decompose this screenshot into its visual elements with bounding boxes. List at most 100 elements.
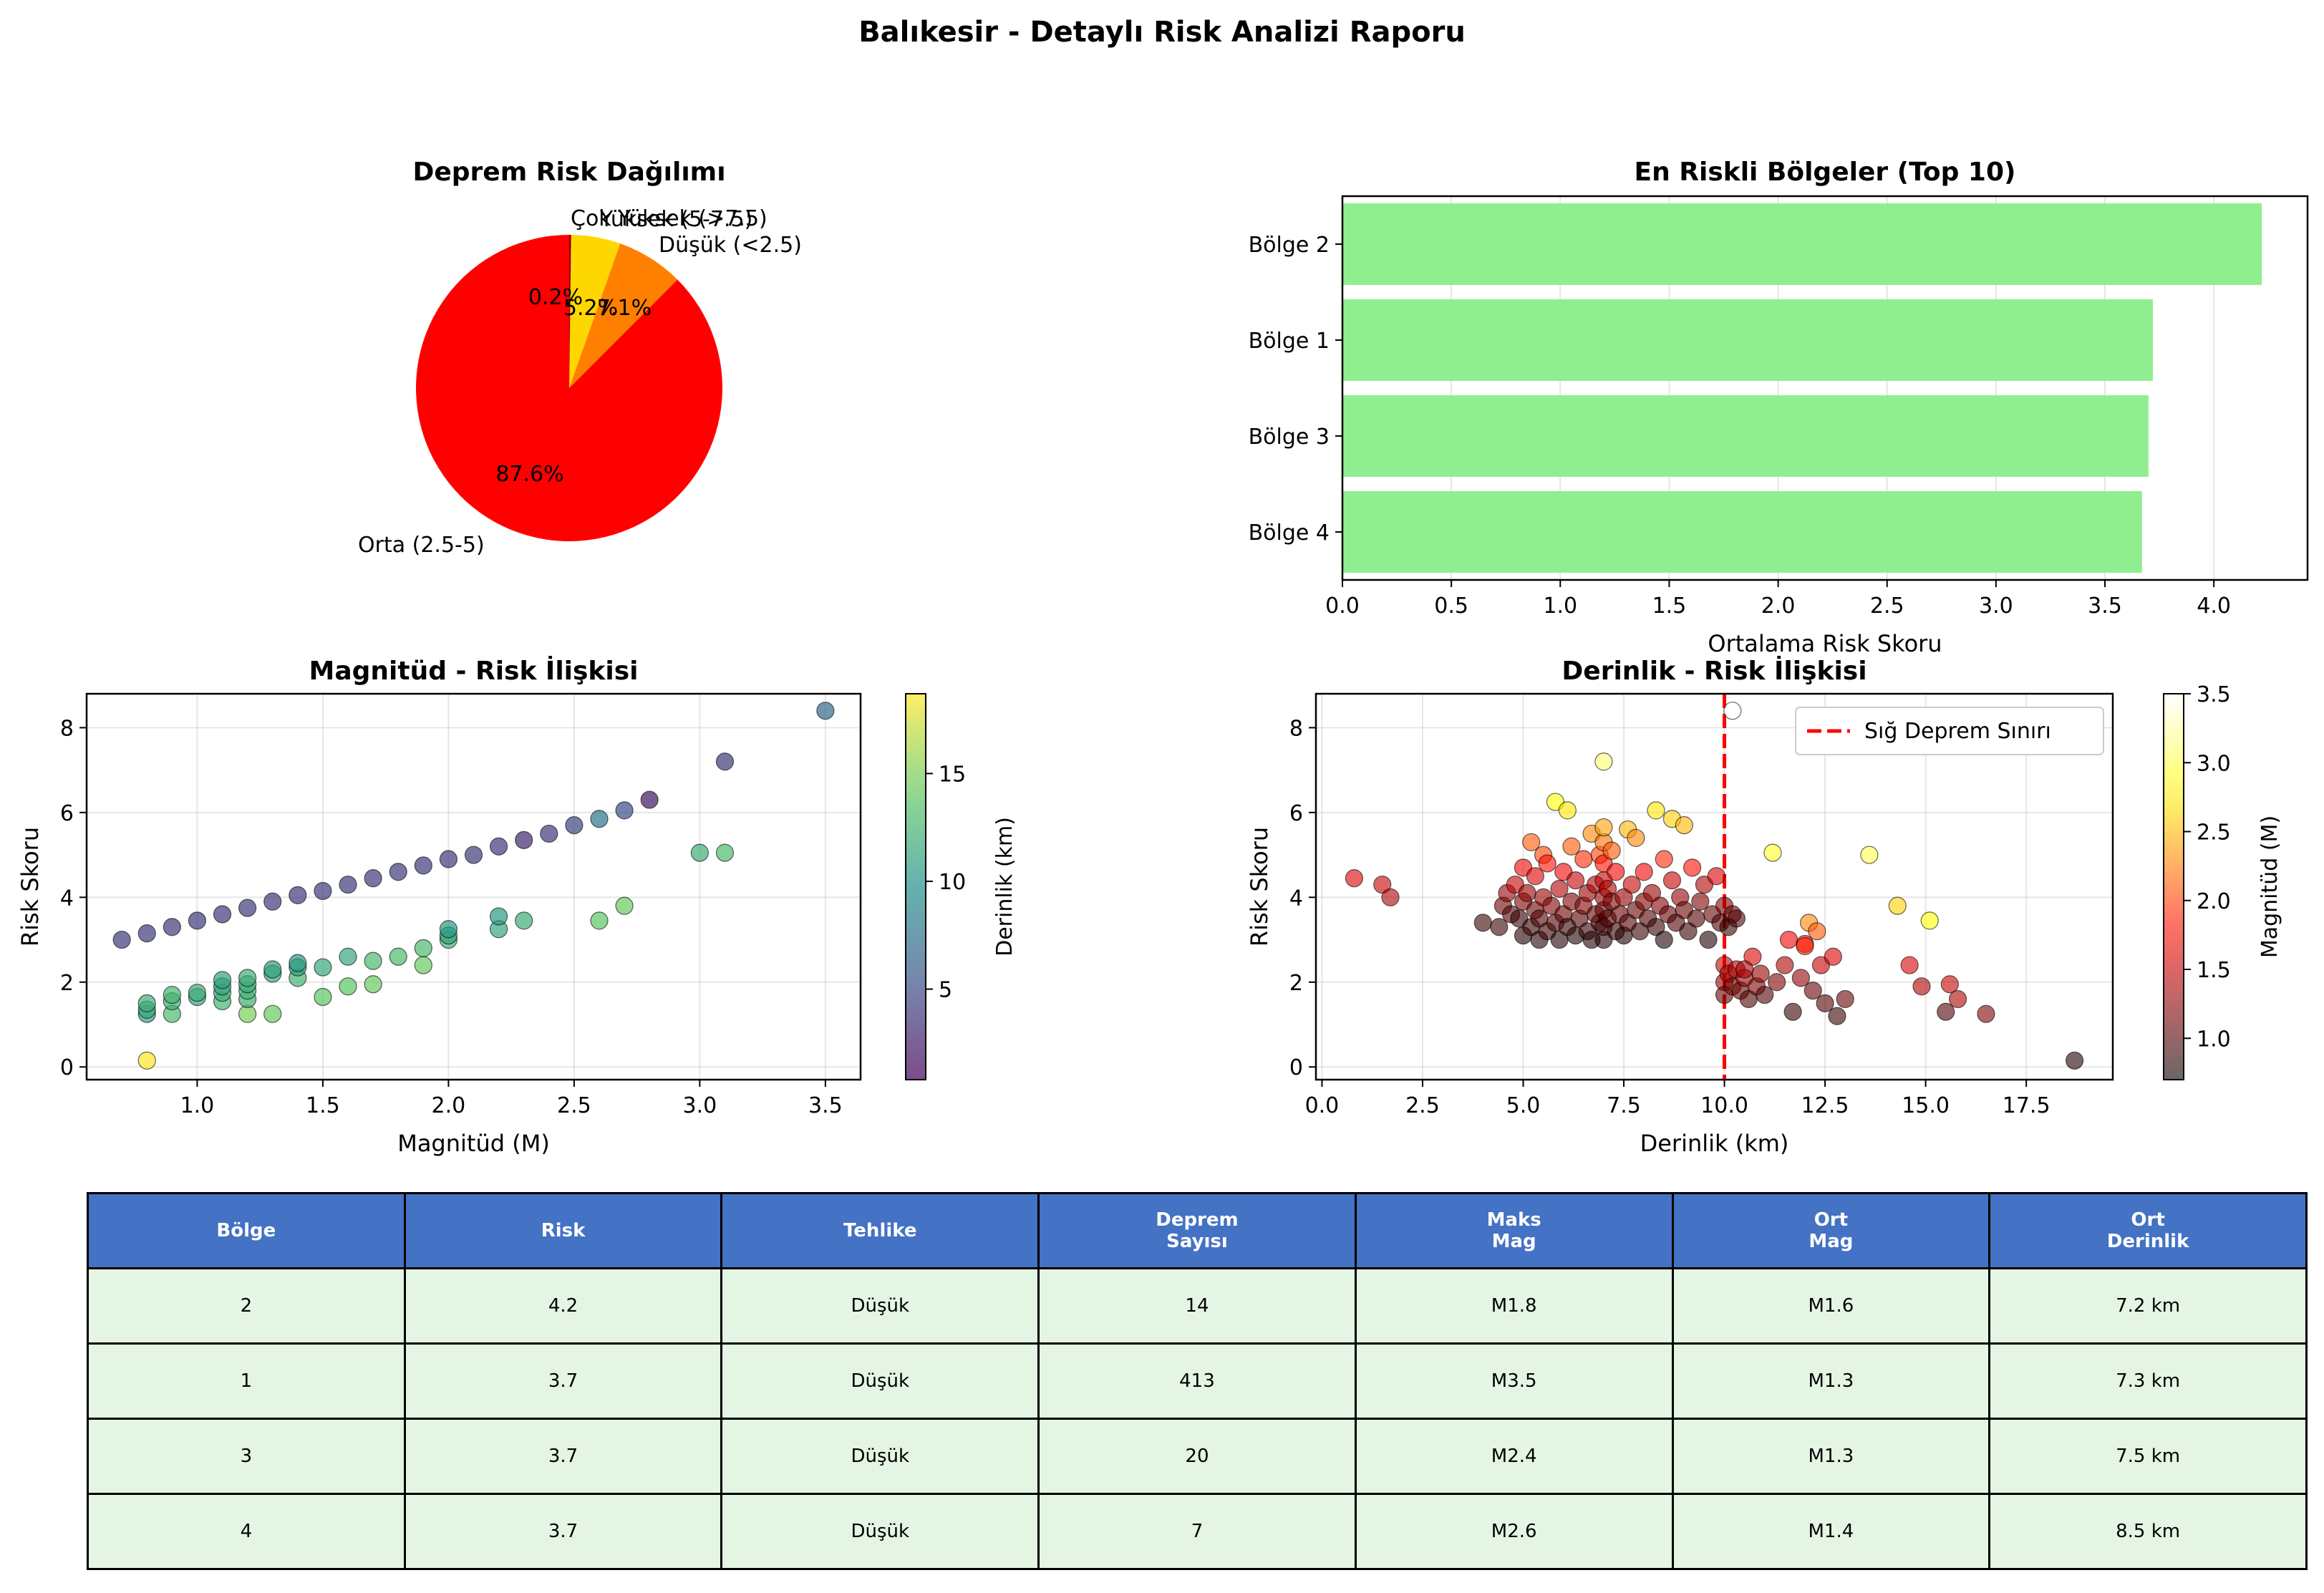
colorbar-label: Derinlik (km) bbox=[992, 817, 1017, 957]
data-point bbox=[1662, 871, 1682, 890]
data-point bbox=[213, 905, 232, 924]
data-point bbox=[1635, 863, 1653, 881]
table-cell: 1 bbox=[87, 1342, 406, 1420]
data-point bbox=[1550, 879, 1569, 899]
x-tick-label: 7.5 bbox=[1607, 1093, 1641, 1118]
data-point bbox=[439, 920, 458, 939]
data-point bbox=[640, 790, 659, 809]
data-point bbox=[1723, 702, 1742, 720]
table-header-cell: Ort Derinlik bbox=[1988, 1192, 2308, 1269]
data-point bbox=[464, 846, 483, 864]
table-cell: 4 bbox=[87, 1493, 406, 1570]
x-tick-label: 0.0 bbox=[1325, 594, 1360, 619]
data-point bbox=[1888, 896, 1907, 915]
colorbar-frame bbox=[905, 693, 926, 1080]
data-point bbox=[112, 930, 131, 949]
data-point bbox=[1756, 985, 1774, 1004]
table-cell: M1.3 bbox=[1671, 1418, 1991, 1495]
data-point bbox=[1707, 867, 1725, 886]
data-point bbox=[439, 850, 458, 868]
x-tick-label: 17.5 bbox=[2003, 1093, 2051, 1118]
table-cell: M1.3 bbox=[1671, 1342, 1991, 1420]
data-point bbox=[389, 863, 407, 881]
x-axis-label: Magnitüd (M) bbox=[397, 1130, 550, 1157]
table-cell: 3 bbox=[87, 1418, 406, 1495]
table-header-cell: Bölge bbox=[87, 1192, 406, 1269]
data-point bbox=[1977, 1004, 1995, 1023]
data-point bbox=[1912, 977, 1931, 996]
x-tick-label: 15.0 bbox=[1902, 1093, 1950, 1118]
pie-slice-label: Düşük (<2.5) bbox=[659, 233, 802, 258]
table-cell: 7.2 km bbox=[1988, 1267, 2308, 1345]
data-point bbox=[1562, 837, 1581, 856]
table-body: 2 4.2 Düşük 14 M1.8 M1.6 7.2 km 1 3.7 Düşük 413 M3.… bbox=[87, 1267, 2308, 1570]
x-tick-label: 0.0 bbox=[1305, 1093, 1340, 1118]
table-cell: M3.5 bbox=[1354, 1342, 1674, 1420]
y-tick-label: 0 bbox=[1289, 1055, 1303, 1080]
table-cell: 3.7 bbox=[403, 1342, 723, 1420]
x-tick-label: 5.0 bbox=[1506, 1093, 1541, 1118]
x-axis-label: Ortalama Risk Skoru bbox=[1708, 630, 1942, 657]
table-row: 2 4.2 Düşük 14 M1.8 M1.6 7.2 km bbox=[87, 1267, 2308, 1345]
data-point bbox=[1574, 850, 1593, 868]
x-tick-label: 2.5 bbox=[557, 1093, 591, 1118]
data-point bbox=[1622, 875, 1641, 894]
data-point bbox=[1675, 816, 1693, 835]
bar bbox=[1342, 299, 2153, 381]
colorbar-tick-label: 2.0 bbox=[2197, 889, 2231, 914]
data-point bbox=[1727, 909, 1746, 928]
x-tick-label: 1.0 bbox=[1543, 594, 1577, 619]
data-point bbox=[515, 831, 533, 849]
data-point bbox=[1345, 869, 1364, 888]
table-header-cell: Deprem Sayısı bbox=[1037, 1192, 1357, 1269]
colorbar-tick-label: 3.5 bbox=[2197, 682, 2231, 707]
table-cell: M1.8 bbox=[1354, 1267, 1674, 1345]
x-tick-label: 1.0 bbox=[180, 1093, 215, 1118]
table-cell: 413 bbox=[1037, 1342, 1357, 1420]
colorbar-tick-label: 15 bbox=[939, 762, 966, 787]
x-tick-label: 2.0 bbox=[1761, 594, 1796, 619]
pie-slice-label: Çok Yüksek (>7.5) bbox=[571, 206, 768, 231]
colorbar-tick-label: 1.5 bbox=[2197, 958, 2231, 983]
x-tick-label: 1.5 bbox=[306, 1093, 340, 1118]
data-point bbox=[1655, 850, 1673, 868]
x-tick-label: 0.5 bbox=[1434, 594, 1468, 619]
plot-frame bbox=[1341, 195, 2309, 581]
data-point bbox=[1791, 969, 1810, 987]
data-point bbox=[1473, 914, 1492, 932]
table-header-cell: Maks Mag bbox=[1354, 1192, 1674, 1269]
table-cell: 7.5 km bbox=[1988, 1418, 2308, 1495]
pie-slice-label: Yüksek (5-7.5) bbox=[599, 207, 752, 232]
data-point bbox=[1558, 801, 1577, 820]
data-point bbox=[389, 947, 407, 966]
data-point bbox=[364, 952, 382, 970]
colorbar-tick-label: 10 bbox=[939, 870, 966, 895]
table-header-cell: Risk bbox=[403, 1192, 723, 1269]
data-point bbox=[1642, 883, 1661, 902]
y-tick-label: 2 bbox=[60, 971, 74, 996]
table-cell: Düşük bbox=[720, 1342, 1040, 1420]
data-point bbox=[1824, 947, 1842, 966]
y-tick-label: 8 bbox=[1289, 716, 1303, 741]
data-point bbox=[1647, 801, 1665, 820]
x-tick-label: 2.5 bbox=[1870, 594, 1904, 619]
table-cell: 8.5 km bbox=[1988, 1493, 2308, 1570]
data-point bbox=[1735, 960, 1754, 979]
table-cell: 3.7 bbox=[403, 1493, 723, 1570]
data-point bbox=[1783, 1002, 1802, 1021]
data-point bbox=[1828, 1007, 1846, 1025]
legend-box bbox=[1795, 707, 2104, 755]
data-point bbox=[163, 985, 181, 1004]
data-point bbox=[364, 975, 382, 994]
data-point bbox=[339, 977, 357, 996]
data-point bbox=[1522, 833, 1541, 851]
data-point bbox=[238, 899, 257, 917]
data-point bbox=[1699, 930, 1718, 949]
data-point bbox=[1607, 863, 1625, 881]
table-cell: M1.6 bbox=[1671, 1267, 1991, 1345]
category-label: Bölge 4 bbox=[1249, 520, 1330, 546]
table-row: 1 3.7 Düşük 413 M3.5 M1.3 7.3 km bbox=[87, 1342, 2308, 1420]
data-point bbox=[1691, 892, 1710, 911]
data-point bbox=[163, 918, 181, 936]
